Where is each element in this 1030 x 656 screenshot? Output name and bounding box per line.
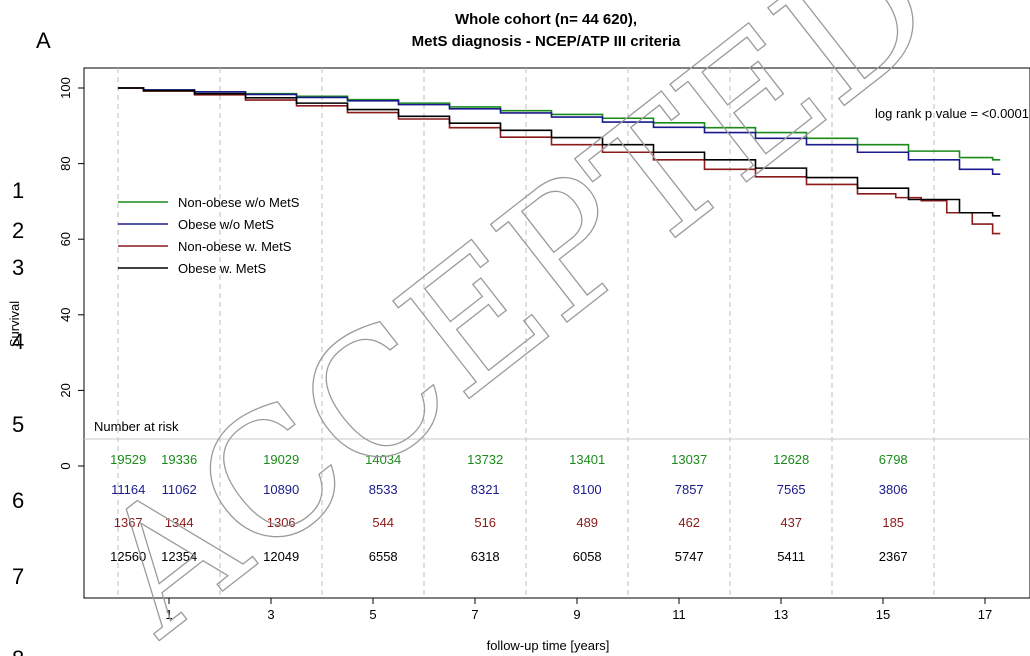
page-line-number: 2: [12, 218, 24, 243]
risk-value: 14034: [365, 452, 401, 467]
x-axis-label: follow-up time [years]: [487, 638, 610, 653]
risk-value: 19529: [110, 452, 146, 467]
page-line-number: 7: [12, 564, 24, 589]
risk-value: 13401: [569, 452, 605, 467]
x-tick-label: 7: [471, 607, 478, 622]
risk-value: 185: [882, 515, 904, 530]
risk-value: 13732: [467, 452, 503, 467]
risk-value: 7565: [777, 482, 806, 497]
risk-value: 12628: [773, 452, 809, 467]
chart-title: Whole cohort (n= 44 620),: [455, 11, 637, 28]
y-tick-label: 100: [58, 77, 73, 99]
risk-value: 13037: [671, 452, 707, 467]
survival-curve-4: [118, 87, 1001, 217]
plot-frame: [83, 67, 1030, 599]
risk-value: 12354: [161, 549, 197, 564]
risk-value: 11062: [162, 482, 197, 497]
legend-label: Non-obese w/o MetS: [178, 195, 300, 210]
risk-value: 1306: [267, 515, 296, 530]
page-line-number: 4: [12, 329, 24, 354]
legend-label: Non-obese w. MetS: [178, 239, 292, 254]
x-tick-label: 1: [165, 607, 172, 622]
panel-letter: A: [36, 28, 51, 53]
y-tick-label: 0: [58, 462, 73, 469]
x-tick-label: 15: [876, 607, 890, 622]
survival-curve-2: [118, 87, 1001, 175]
risk-value: 6058: [573, 549, 602, 564]
risk-value: 19336: [161, 452, 197, 467]
risk-table-title: Number at risk: [94, 419, 179, 434]
risk-value: 6798: [879, 452, 908, 467]
risk-value: 516: [474, 515, 496, 530]
x-axis: 1 3 5 7 9 11 13 15 17: [165, 598, 992, 622]
risk-value: 489: [576, 515, 598, 530]
page-line-numbers: 1 2 3 4 5 6 7 8: [12, 178, 24, 656]
risk-value: 8321: [471, 482, 500, 497]
survival-curves: [118, 87, 1001, 235]
x-tick-label: 17: [978, 607, 992, 622]
risk-value: 462: [678, 515, 700, 530]
y-tick-label: 80: [58, 156, 73, 170]
risk-value: 3806: [879, 482, 908, 497]
x-tick-label: 13: [774, 607, 788, 622]
risk-value: 12560: [110, 549, 146, 564]
x-tick-label: 9: [573, 607, 580, 622]
y-tick-label: 20: [58, 383, 73, 397]
risk-table: 19529 19336 19029 14034 13732 13401 13037 12628…: [110, 452, 908, 564]
legend-label: Obese w. MetS: [178, 261, 266, 276]
page-line-number: 6: [12, 488, 24, 513]
risk-value: 1344: [165, 515, 194, 530]
risk-value: 437: [780, 515, 802, 530]
risk-value: 1367: [114, 515, 143, 530]
risk-value: 6558: [369, 549, 398, 564]
page-line-number: 1: [12, 178, 24, 203]
legend-label: Obese w/o MetS: [178, 217, 274, 232]
risk-value: 8100: [573, 482, 602, 497]
x-tick-label: 11: [672, 607, 686, 622]
risk-value: 11164: [111, 482, 145, 497]
logrank-annotation: log rank p value = <0.0001: [875, 106, 1029, 121]
risk-value: 6318: [471, 549, 500, 564]
risk-value: 10890: [263, 482, 299, 497]
page-line-number: 5: [12, 412, 24, 437]
risk-value: 12049: [263, 549, 299, 564]
risk-value: 5747: [675, 549, 704, 564]
x-tick-label: 3: [267, 607, 274, 622]
page-line-number: 3: [12, 255, 24, 280]
vertical-grid: [117, 68, 935, 598]
risk-value: 19029: [263, 452, 299, 467]
y-axis: 0 20 40 60 80 100: [58, 77, 84, 470]
chart-subtitle: MetS diagnosis - NCEP/ATP III criteria: [412, 33, 681, 50]
risk-value: 8533: [369, 482, 398, 497]
x-tick-label: 5: [369, 607, 376, 622]
risk-value: 5411: [777, 549, 805, 564]
risk-value: 7857: [675, 482, 704, 497]
legend: Non-obese w/o MetS Obese w/o MetS Non-obes…: [118, 195, 300, 276]
y-axis-label: Survival: [7, 301, 22, 347]
y-tick-label: 60: [58, 232, 73, 246]
risk-value: 2367: [879, 549, 908, 564]
y-tick-label: 40: [58, 308, 73, 322]
page-line-number: 8: [12, 646, 24, 656]
risk-value: 544: [372, 515, 394, 530]
